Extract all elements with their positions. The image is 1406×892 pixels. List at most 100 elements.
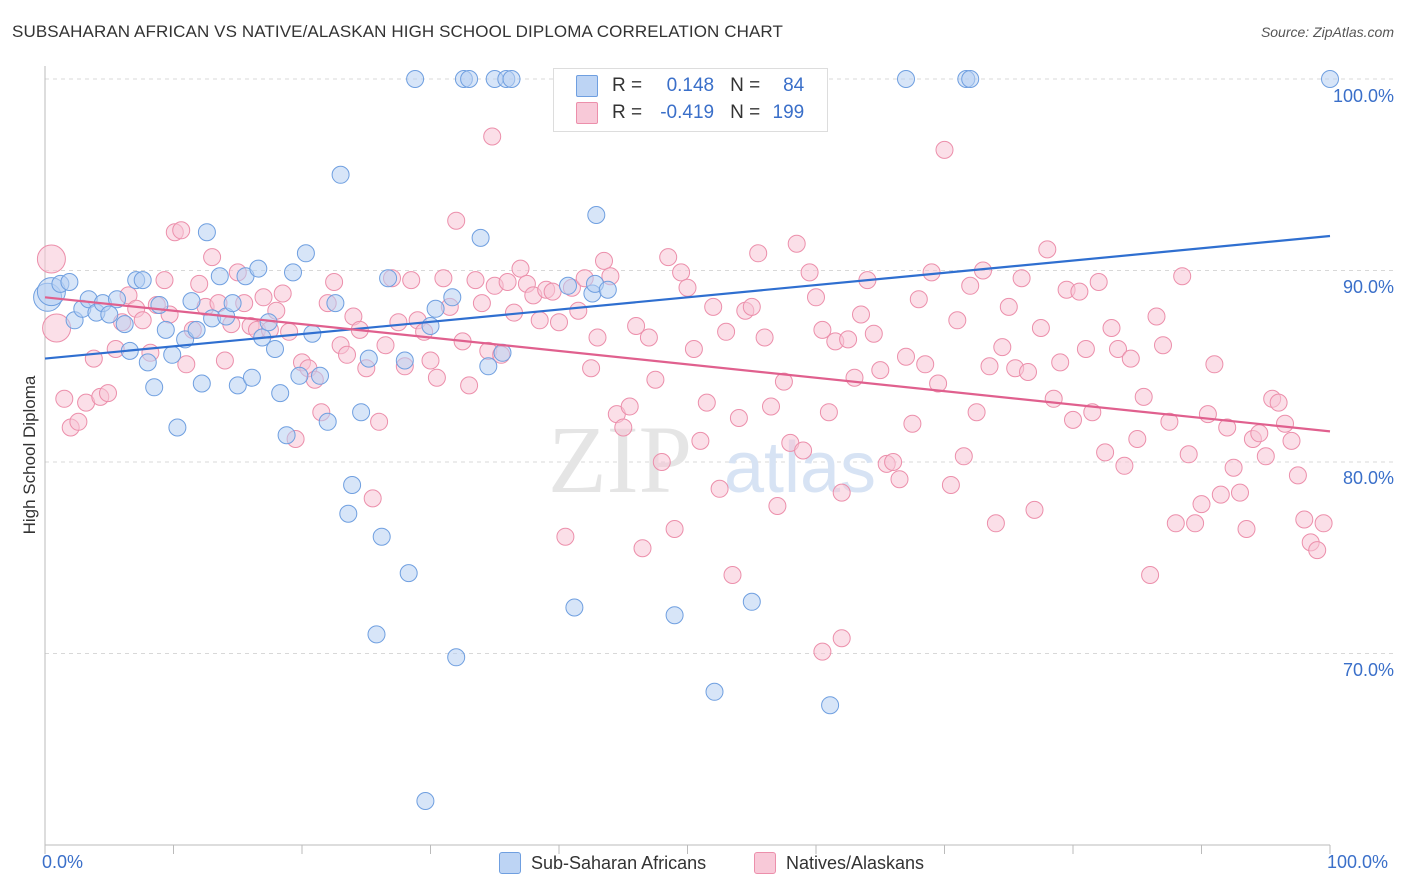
natives-alaskans-point bbox=[948, 311, 967, 330]
natives-alaskans-point bbox=[363, 489, 382, 508]
natives-alaskans-point bbox=[1205, 355, 1224, 374]
natives-alaskans-point bbox=[588, 328, 607, 347]
natives-alaskans-point bbox=[273, 284, 292, 303]
natives-alaskans-point bbox=[1288, 466, 1307, 485]
natives-alaskans-point bbox=[929, 374, 948, 393]
legend-r-label: R = bbox=[612, 102, 643, 123]
bottom-legend-pink: Natives/Alaskans bbox=[754, 852, 924, 874]
natives-alaskans-point bbox=[684, 340, 703, 358]
sub-saharan-point bbox=[311, 366, 329, 385]
natives-alaskans-point bbox=[498, 273, 517, 291]
sub-saharan-point bbox=[331, 165, 350, 184]
sub-saharan-point bbox=[443, 288, 462, 307]
natives-alaskans-point bbox=[1096, 443, 1115, 462]
natives-alaskans-point bbox=[614, 418, 633, 437]
sub-saharan-point bbox=[359, 349, 378, 368]
legend-swatch-pink bbox=[576, 102, 598, 124]
legend-r-value: -0.419 bbox=[660, 102, 715, 123]
natives-alaskans-point bbox=[1269, 393, 1288, 412]
bottom-legend-blue: Sub-Saharan Africans bbox=[499, 852, 706, 874]
natives-alaskans-point bbox=[1141, 566, 1160, 584]
natives-alaskans-point bbox=[678, 278, 697, 297]
natives-alaskans-point bbox=[1134, 387, 1153, 406]
sub-saharan-point bbox=[502, 70, 521, 88]
sub-saharan-point bbox=[559, 276, 577, 295]
sub-saharan-point bbox=[271, 384, 290, 403]
sub-saharan-point bbox=[343, 476, 362, 494]
sub-saharan-point bbox=[1321, 70, 1339, 88]
sub-saharan-point bbox=[242, 368, 261, 387]
sub-saharan-point bbox=[266, 340, 284, 358]
natives-alaskans-point bbox=[807, 288, 825, 307]
natives-alaskans-point bbox=[1121, 349, 1140, 368]
natives-alaskans-point bbox=[1031, 319, 1050, 337]
natives-alaskans-point bbox=[652, 453, 671, 471]
natives-alaskans-point bbox=[1154, 336, 1172, 355]
chart-title: SUBSAHARAN AFRICAN VS NATIVE/ALASKAN HIG… bbox=[12, 22, 783, 41]
sub-saharan-point bbox=[168, 418, 187, 437]
natives-alaskans-point bbox=[1109, 340, 1127, 358]
natives-alaskans-point bbox=[556, 527, 575, 546]
watermark: ZIP atlas bbox=[548, 406, 876, 513]
legend-n-label: N = bbox=[730, 75, 761, 96]
natives-alaskans-point bbox=[1076, 340, 1095, 358]
legend-row-pink: R = -0.419 N = 199 bbox=[576, 100, 804, 126]
natives-alaskans-point bbox=[1231, 483, 1249, 502]
natives-alaskans-point bbox=[1211, 485, 1230, 504]
natives-alaskans-point bbox=[794, 441, 813, 460]
natives-alaskans-point bbox=[967, 403, 986, 422]
sub-saharan-point bbox=[133, 271, 152, 290]
natives-alaskans-point bbox=[582, 359, 601, 378]
natives-alaskans-point bbox=[665, 520, 684, 538]
natives-alaskans-point bbox=[472, 294, 491, 313]
sub-saharan-point bbox=[416, 792, 435, 810]
natives-alaskans-point bbox=[890, 470, 909, 489]
sub-saharan-point bbox=[163, 345, 182, 364]
natives-alaskans-point bbox=[1276, 414, 1294, 433]
sub-saharan-point bbox=[406, 70, 425, 88]
natives-alaskans-point bbox=[1295, 510, 1314, 529]
natives-alaskans-point bbox=[1012, 269, 1031, 288]
natives-alaskans-point bbox=[1147, 307, 1166, 326]
natives-alaskans-point bbox=[1308, 541, 1327, 560]
natives-alaskans-point bbox=[595, 251, 613, 270]
watermark-atlas: atlas bbox=[724, 428, 876, 508]
natives-alaskans-point bbox=[460, 376, 479, 395]
natives-alaskans-point bbox=[941, 476, 960, 494]
natives-alaskans-point bbox=[1064, 410, 1082, 429]
natives-alaskans-point bbox=[691, 431, 710, 450]
sub-saharan-point bbox=[897, 70, 915, 88]
sub-saharan-point bbox=[471, 228, 490, 247]
sub-saharan-point bbox=[100, 305, 119, 324]
axes bbox=[44, 66, 1331, 854]
y-axis-label: High School Diploma bbox=[20, 375, 39, 535]
natives-alaskans-point bbox=[1070, 282, 1089, 301]
y-tick-label: 70.0% bbox=[1342, 660, 1394, 680]
sub-saharan-point bbox=[821, 696, 840, 715]
natives-alaskans-point bbox=[1250, 424, 1269, 443]
natives-alaskans-point bbox=[627, 317, 646, 335]
trend-lines bbox=[44, 234, 1331, 433]
natives-alaskans-point bbox=[550, 313, 568, 332]
natives-alaskans-point bbox=[639, 328, 658, 347]
natives-alaskans-point bbox=[916, 355, 935, 374]
natives-alaskans-point bbox=[742, 297, 761, 316]
natives-alaskans-point bbox=[530, 311, 549, 330]
natives-alaskans-point bbox=[729, 409, 748, 427]
sub-saharan-point bbox=[187, 320, 206, 339]
natives-alaskans-point bbox=[338, 345, 356, 364]
sub-saharan-point bbox=[426, 299, 445, 318]
natives-alaskans-point bbox=[620, 397, 639, 416]
sub-saharan-point bbox=[565, 598, 584, 617]
sub-saharan-point bbox=[352, 403, 371, 422]
sub-saharan-point bbox=[197, 223, 216, 242]
sub-saharan-point bbox=[339, 504, 358, 523]
sub-saharan-point bbox=[284, 263, 302, 282]
natives-alaskans-point bbox=[1038, 240, 1057, 259]
sub-saharan-point bbox=[249, 259, 268, 278]
natives-alaskans-point bbox=[897, 347, 915, 366]
natives-alaskans-point bbox=[254, 288, 273, 307]
natives-alaskans-point bbox=[852, 305, 870, 324]
natives-alaskans-point bbox=[1044, 389, 1063, 408]
natives-alaskans-point bbox=[717, 322, 736, 341]
